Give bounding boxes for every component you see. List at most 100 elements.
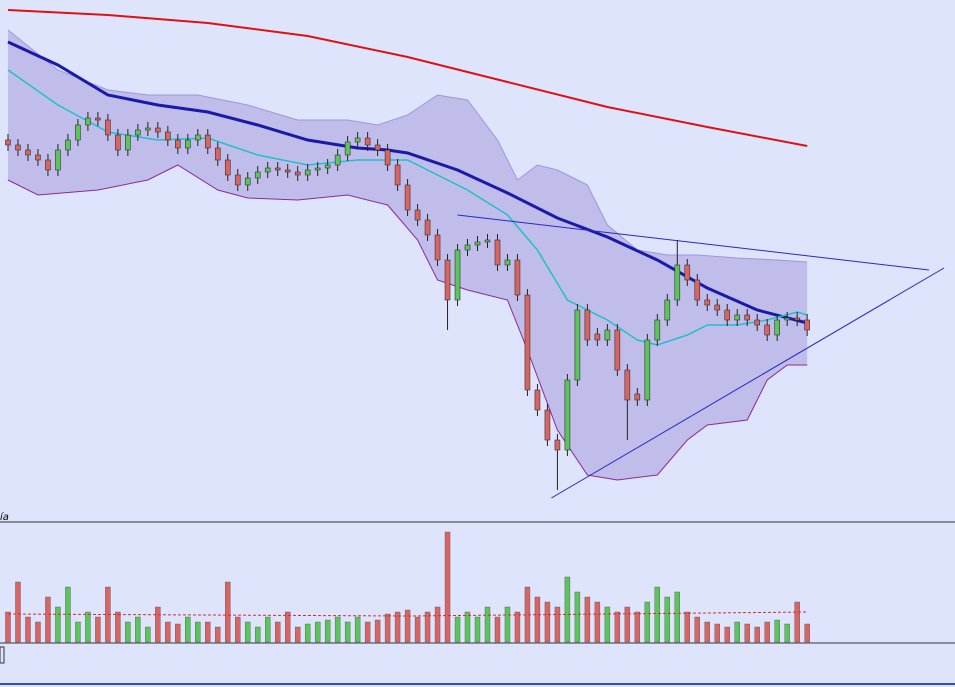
candle-body: [594, 333, 601, 341]
candle-body: [224, 159, 231, 176]
candle-body: [674, 264, 681, 301]
volume-bar: [35, 621, 41, 643]
candle-body: [544, 409, 551, 441]
candle-body: [424, 219, 431, 236]
candle-body: [175, 139, 181, 149]
volume-bar: [404, 609, 411, 643]
volume-bar: [654, 586, 661, 643]
volume-bar: [574, 591, 581, 643]
volume-bar: [245, 621, 251, 643]
volume-bar: [115, 611, 121, 643]
volume-bar: [15, 581, 21, 643]
volume-bar: [175, 623, 181, 643]
candle-body: [654, 319, 661, 341]
volume-bar: [414, 616, 421, 643]
candle-body: [614, 329, 621, 371]
candle-body: [284, 169, 291, 173]
volume-panel: [5, 531, 810, 643]
candle-body: [644, 339, 651, 401]
candle-body: [474, 241, 481, 246]
candle-body: [334, 154, 341, 166]
candle-body: [454, 249, 461, 301]
volume-bar: [374, 619, 381, 643]
band-upper: [7, 29, 808, 263]
volume-bar: [514, 611, 521, 643]
candle-body: [25, 149, 31, 156]
candle-body: [244, 177, 251, 186]
candle-body: [45, 159, 51, 171]
candle-body: [514, 259, 521, 296]
candle-body: [15, 144, 21, 151]
volume-bar: [354, 616, 361, 643]
candle-body: [724, 309, 731, 321]
candle-body: [344, 141, 351, 156]
volume-bar: [185, 616, 191, 643]
volume-bar: [734, 621, 740, 643]
panel-label: ía: [0, 511, 9, 523]
volume-bar: [674, 591, 680, 643]
volume-bar: [764, 621, 770, 643]
candle-body: [434, 234, 441, 261]
volume-bar: [704, 621, 710, 643]
volume-bar: [364, 621, 371, 643]
candle-body: [125, 134, 131, 151]
volume-bar: [165, 621, 171, 643]
trendline: [457, 214, 930, 271]
candle-body: [364, 137, 371, 146]
candle-body: [324, 164, 331, 169]
trendline: [551, 267, 945, 499]
volume-bar: [664, 596, 671, 643]
candle-body: [744, 314, 751, 321]
volume-bar: [794, 601, 800, 643]
volume-bar: [504, 606, 511, 643]
candle-body: [264, 167, 271, 173]
candle-body: [314, 167, 321, 171]
volume-bar: [494, 616, 501, 643]
candle-body: [664, 299, 671, 321]
volume-bar: [604, 606, 611, 643]
volume-bar: [384, 613, 391, 643]
candle-body: [504, 259, 511, 266]
volume-bar: [424, 611, 431, 643]
volume-bar: [464, 611, 471, 643]
volume-bar: [334, 616, 341, 643]
volume-bar: [684, 611, 690, 643]
volume-bar: [444, 531, 451, 643]
volume-bar: [25, 616, 31, 643]
volume-bar: [95, 616, 101, 643]
moving-average: [7, 69, 808, 346]
candle-body: [554, 439, 561, 451]
moving-average: [7, 9, 808, 147]
candle-body: [65, 139, 71, 151]
candle-body: [784, 317, 790, 321]
volume-average: [7, 611, 808, 617]
volume-bar: [155, 606, 161, 643]
scroll-box: [0, 646, 5, 664]
volume-bar: [125, 621, 131, 643]
candle-body: [274, 167, 281, 171]
volume-bar: [474, 616, 481, 643]
volume-bar: [225, 581, 231, 643]
candle-body: [414, 209, 421, 221]
volume-bar: [714, 623, 720, 643]
candle-body: [524, 294, 531, 391]
candle-body: [404, 184, 411, 211]
volume-bar: [644, 601, 651, 643]
volume-bar: [75, 621, 81, 643]
volume-bar: [195, 621, 201, 643]
volume-bar: [215, 626, 221, 643]
candle-body: [304, 169, 311, 176]
candle-body: [624, 369, 631, 401]
volume-bar: [624, 606, 631, 643]
volume-bar: [554, 606, 561, 643]
candle-body: [604, 329, 611, 341]
candle-body: [574, 309, 581, 381]
candle-body: [794, 317, 800, 321]
volume-bar: [255, 626, 261, 643]
volume-bar: [314, 621, 321, 643]
volume-bar: [784, 623, 790, 643]
candle-body: [704, 299, 711, 306]
volume-bar: [744, 623, 750, 643]
volume-bar: [534, 596, 541, 643]
